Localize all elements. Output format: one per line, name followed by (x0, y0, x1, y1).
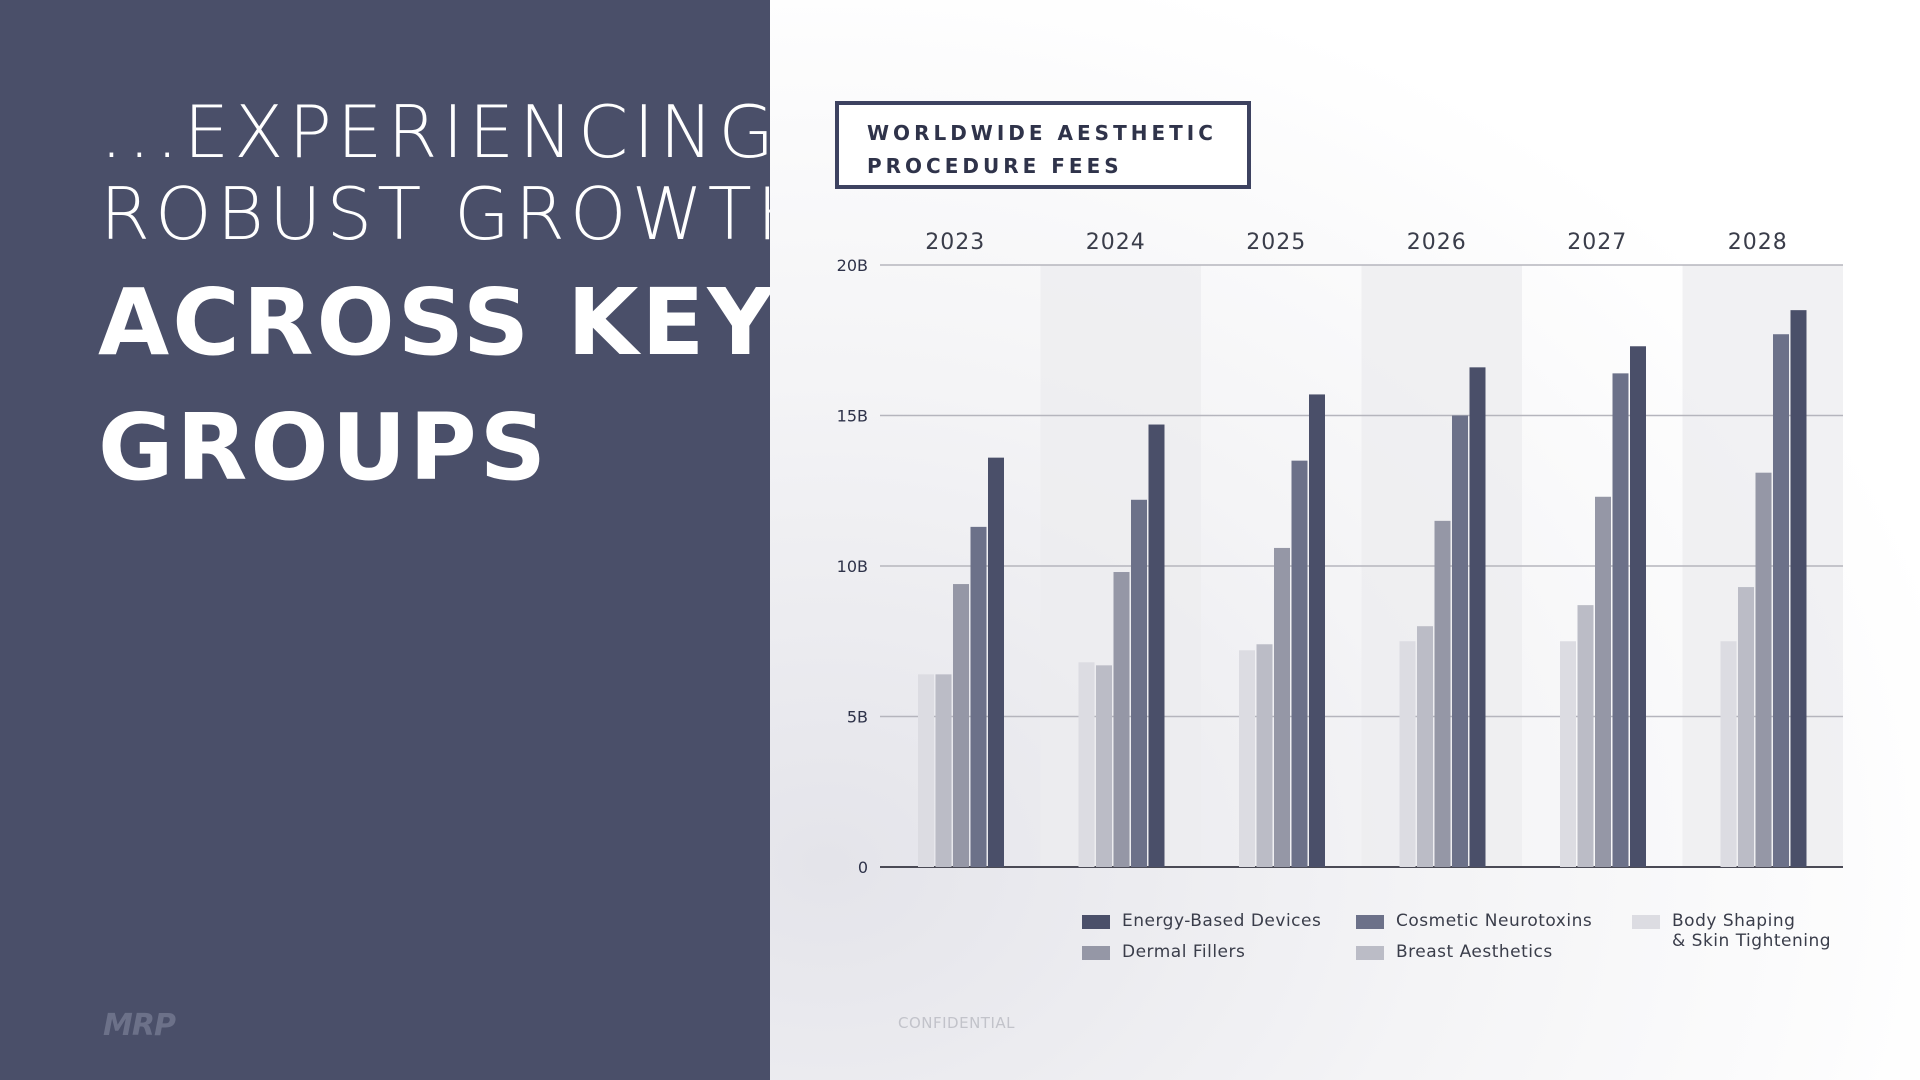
bar-2027-series-0 (1560, 641, 1576, 867)
bar-2028-series-2 (1755, 472, 1772, 867)
left-panel: ...EXPERIENCING ROBUST GROWTH ACROSS KEY… (0, 0, 811, 1080)
bar-2027-series-2 (1595, 496, 1611, 867)
headline-line-4: GROUPS (98, 394, 549, 501)
x-tick-label-2024: 2024 (1086, 230, 1146, 255)
legend-label: Dermal Fillers (1122, 942, 1246, 962)
bar-2025-series-3 (1291, 460, 1308, 867)
legend-swatch (1632, 915, 1660, 929)
bar-2025-series-0 (1239, 650, 1255, 867)
bar-2027-series-4 (1630, 346, 1646, 867)
y-tick-label: 10B (837, 557, 868, 576)
bar-2023-series-2 (953, 584, 969, 867)
chart-title-box: WORLDWIDE AESTHETIC PROCEDURE FEES (835, 101, 1251, 189)
x-tick-label-2028: 2028 (1728, 230, 1788, 255)
y-tick-label: 20B (837, 256, 868, 275)
legend-swatch (1082, 915, 1110, 929)
x-tick-label-2026: 2026 (1407, 230, 1467, 255)
legend-label: Breast Aesthetics (1396, 942, 1553, 962)
x-tick-label-2023: 2023 (925, 230, 985, 255)
bar-2027-series-1 (1577, 605, 1594, 867)
bar-2024-series-0 (1078, 662, 1095, 867)
headline-line-1: ...EXPERIENCING (100, 90, 780, 174)
bar-2023-series-3 (970, 526, 987, 867)
bar-2026-series-1 (1417, 626, 1433, 867)
bar-2024-series-2 (1113, 572, 1130, 867)
confidential-label: CONFIDENTIAL (898, 1014, 1016, 1032)
bar-2026-series-2 (1434, 520, 1451, 867)
company-logo: MRP (103, 1008, 176, 1043)
x-tick-label-2025: 2025 (1246, 230, 1306, 255)
y-tick-label: 5B (847, 708, 868, 727)
legend-label: Energy-Based Devices (1122, 911, 1322, 931)
x-tick-label-2027: 2027 (1567, 230, 1627, 255)
bar-2023-series-0 (918, 674, 934, 867)
bar-2028-series-1 (1738, 587, 1754, 867)
headline-line-2: ROBUST GROWTH (100, 172, 816, 256)
bar-2023-series-4 (988, 457, 1004, 867)
bar-2026-series-4 (1469, 367, 1486, 867)
bar-2026-series-3 (1452, 415, 1468, 867)
legend-swatch (1356, 946, 1384, 960)
bar-2023-series-1 (935, 674, 952, 867)
bar-2025-series-2 (1274, 547, 1290, 867)
legend-swatch (1356, 915, 1384, 929)
bar-2024-series-3 (1131, 499, 1147, 867)
legend-label: Body Shaping (1672, 911, 1796, 931)
bar-2028-series-3 (1773, 334, 1789, 868)
bar-2024-series-1 (1096, 665, 1112, 867)
bar-2024-series-4 (1148, 424, 1165, 867)
bar-2028-series-0 (1720, 641, 1737, 867)
bar-2025-series-4 (1309, 394, 1325, 867)
legend-label: Cosmetic Neurotoxins (1396, 911, 1593, 931)
y-tick-label: 15B (837, 407, 868, 426)
legend-label: & Skin Tightening (1672, 931, 1832, 951)
y-tick-label: 0 (858, 858, 868, 877)
chart-title: WORLDWIDE AESTHETIC PROCEDURE FEES (867, 121, 1217, 178)
bar-2028-series-4 (1790, 310, 1807, 867)
bar-2025-series-1 (1256, 644, 1273, 867)
headline-line-3: ACROSS KEY (98, 269, 777, 376)
bar-2026-series-0 (1399, 641, 1416, 867)
legend-swatch (1082, 946, 1110, 960)
bar-2027-series-3 (1612, 373, 1629, 867)
